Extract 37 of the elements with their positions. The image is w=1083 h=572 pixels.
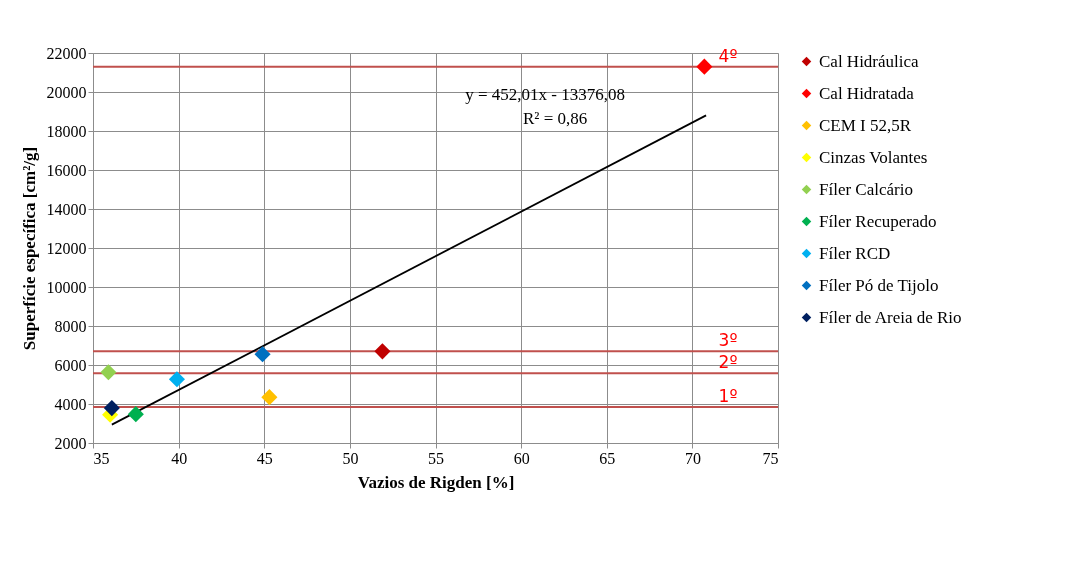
y-tick-label: 6000	[54, 356, 87, 374]
annotation: y = 452,01x - 13376,08	[465, 85, 625, 104]
y-tick-label: 4000	[54, 395, 87, 413]
legend-label: Fíler Calcário	[819, 179, 913, 199]
x-tick-label: 35	[93, 449, 110, 467]
x-tick-label: 75	[762, 449, 779, 467]
x-tick-label: 50	[342, 449, 359, 467]
x-tick-label: 65	[599, 449, 616, 467]
y-tick-label: 16000	[46, 161, 87, 179]
x-axis-title: Vazios de Rigden [%]	[357, 472, 515, 492]
annotation: 3º	[718, 330, 738, 351]
x-tick-label: 55	[428, 449, 444, 467]
annotation: R² = 0,86	[522, 109, 588, 128]
legend-label: Cal Hidratada	[819, 83, 915, 103]
annotation: 2º	[718, 352, 738, 373]
x-tick-label: 70	[684, 449, 701, 467]
x-tick-label: 40	[171, 449, 188, 467]
legend-label: Fíler de Areia de Rio	[819, 307, 962, 327]
legend-label: Cinzas Volantes	[819, 147, 928, 167]
y-tick-label: 22000	[46, 44, 87, 62]
legend-label: Fíler Recuperado	[819, 211, 937, 231]
y-axis-title: Superfície específica [cm²/g]	[19, 146, 39, 351]
y-tick-label: 14000	[46, 200, 87, 218]
legend-label: CEM I 52,5R	[819, 115, 912, 135]
y-tick-label: 18000	[46, 122, 87, 140]
y-tick-label: 10000	[46, 278, 87, 296]
legend-label: Cal Hidráulica	[819, 51, 920, 71]
y-tick-label: 20000	[46, 83, 87, 101]
annotation: 4º	[718, 45, 738, 66]
y-tick-label: 8000	[54, 317, 87, 335]
y-tick-label: 12000	[46, 239, 87, 257]
annotation: 1º	[718, 386, 738, 407]
x-tick-label: 60	[513, 449, 530, 467]
x-tick-label: 45	[256, 449, 273, 467]
y-tick-label: 2000	[54, 434, 87, 452]
legend-label: Fíler RCD	[819, 243, 891, 263]
legend-label: Fíler Pó de Tijolo	[819, 275, 939, 295]
